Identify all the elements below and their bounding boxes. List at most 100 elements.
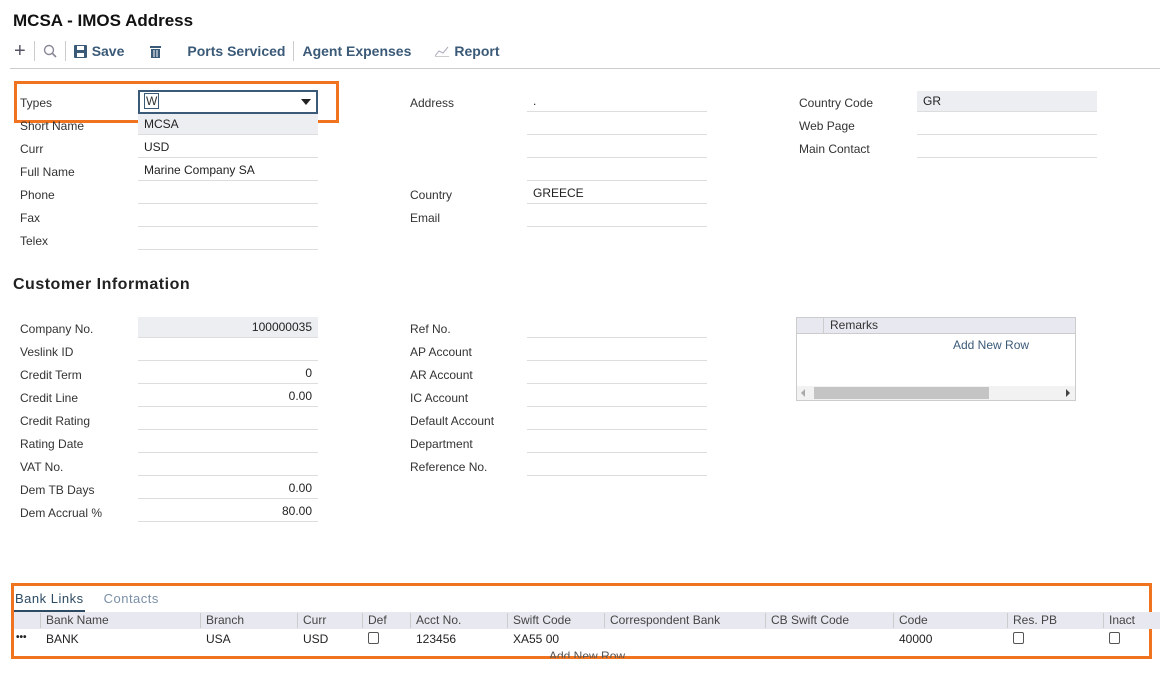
country-field[interactable]: GREECE <box>527 183 707 204</box>
divider <box>293 41 295 61</box>
main-contact-label: Main Contact <box>799 142 870 156</box>
column-header[interactable]: Res. PB <box>1007 613 1057 628</box>
credit-term-field[interactable]: 0 <box>138 363 318 384</box>
divider <box>10 68 1160 69</box>
column-header[interactable]: Branch <box>200 613 244 628</box>
short-name-label: Short Name <box>20 119 85 133</box>
delete-button[interactable] <box>150 45 162 58</box>
bank-table-header <box>14 612 1160 629</box>
rating-date-label: Rating Date <box>20 437 84 451</box>
remarks-grid: Remarks Add New Row <box>796 317 1076 401</box>
row-menu-button[interactable]: ••• <box>16 632 27 643</box>
tab-bank-links[interactable]: Bank Links <box>14 590 85 613</box>
short-name-field[interactable]: MCSA <box>138 114 318 135</box>
scrollbar-thumb[interactable] <box>814 387 989 399</box>
horizontal-scrollbar[interactable] <box>797 386 1075 400</box>
toolbar: + Save Ports Serviced Agent Expenses Rep… <box>14 40 500 62</box>
address-label: Address <box>410 96 455 110</box>
column-header[interactable]: Swift Code <box>507 613 571 628</box>
column-header[interactable]: Code <box>893 613 928 628</box>
dem-accrual-field[interactable]: 80.00 <box>138 501 318 522</box>
curr-cell[interactable]: USD <box>303 632 329 646</box>
curr-field[interactable]: USD <box>138 137 318 158</box>
veslink-id-label: Veslink ID <box>20 345 74 359</box>
dem-accrual-label: Dem Accrual % <box>20 506 103 520</box>
agent-expenses-button[interactable]: Agent Expenses <box>302 43 412 59</box>
scroll-right-icon[interactable] <box>1066 389 1070 397</box>
dem-tb-days-field[interactable]: 0.00 <box>138 478 318 499</box>
search-icon <box>43 44 57 58</box>
department-label: Department <box>410 437 473 451</box>
ref-no-field[interactable] <box>527 317 707 338</box>
address-line-4[interactable] <box>527 160 707 181</box>
column-header[interactable]: CB Swift Code <box>765 613 849 628</box>
column-header[interactable]: Curr <box>297 613 326 628</box>
ports-serviced-button[interactable]: Ports Serviced <box>187 43 286 59</box>
credit-line-field[interactable]: 0.00 <box>138 386 318 407</box>
veslink-id-field[interactable] <box>138 340 318 361</box>
vat-no-field[interactable] <box>138 455 318 476</box>
column-header[interactable]: Correspondent Bank <box>604 613 720 628</box>
remarks-header: Remarks <box>823 318 878 334</box>
ic-account-field[interactable] <box>527 386 707 407</box>
ar-account-field[interactable] <box>527 363 707 384</box>
branch-cell[interactable]: USA <box>206 632 231 646</box>
column-header[interactable]: Def <box>362 613 387 628</box>
default-account-field[interactable] <box>527 409 707 430</box>
scroll-left-icon[interactable] <box>801 389 805 397</box>
types-select[interactable]: W <box>138 90 318 114</box>
inact-checkbox[interactable] <box>1109 632 1120 647</box>
column-header[interactable]: Bank Name <box>40 613 109 628</box>
bank_name-cell[interactable]: BANK <box>46 632 79 646</box>
country-label: Country <box>410 188 453 202</box>
phone-field[interactable] <box>138 183 318 204</box>
report-button[interactable]: Report <box>435 43 500 59</box>
res_pb-checkbox[interactable] <box>1013 632 1024 647</box>
credit-term-label: Credit Term <box>20 368 82 382</box>
chart-icon <box>435 46 450 57</box>
reference-no-field[interactable] <box>527 455 707 476</box>
curr-label: Curr <box>20 142 44 156</box>
bank-add-row[interactable]: Add New Row <box>549 650 626 658</box>
save-icon <box>73 44 87 58</box>
telex-field[interactable] <box>138 229 318 250</box>
address-line-3[interactable] <box>527 137 707 158</box>
plus-icon: + <box>14 39 26 62</box>
def-checkbox[interactable] <box>368 632 379 647</box>
credit-rating-label: Credit Rating <box>20 414 91 428</box>
email-field[interactable] <box>527 206 707 227</box>
search-button[interactable] <box>43 44 57 58</box>
country-code-field[interactable]: GR <box>917 91 1097 112</box>
ar-account-label: AR Account <box>410 368 473 382</box>
full-name-label: Full Name <box>20 165 75 179</box>
save-button[interactable]: Save <box>73 43 124 59</box>
divider <box>64 41 66 61</box>
default-account-label: Default Account <box>410 414 495 428</box>
full-name-field[interactable]: Marine Company SA <box>138 160 318 181</box>
credit-rating-field[interactable] <box>138 409 318 430</box>
rating-date-field[interactable] <box>138 432 318 453</box>
department-field[interactable] <box>527 432 707 453</box>
tab-contacts[interactable]: Contacts <box>103 591 159 606</box>
swift-cell[interactable]: XA55 00 <box>513 632 560 646</box>
company-no-field[interactable]: 100000035 <box>138 317 318 338</box>
code-cell[interactable]: 40000 <box>899 632 933 646</box>
ap-account-field[interactable] <box>527 340 707 361</box>
address-line-2[interactable] <box>527 114 707 135</box>
web-page-field[interactable] <box>917 114 1097 135</box>
column-header[interactable]: Inact <box>1103 613 1135 628</box>
main-contact-field[interactable] <box>917 137 1097 158</box>
address-line-1[interactable]: . <box>527 91 707 112</box>
fax-label: Fax <box>20 211 41 225</box>
acct-cell[interactable]: 123456 <box>416 632 457 646</box>
web-page-label: Web Page <box>799 119 855 133</box>
types-label: Types <box>20 96 53 110</box>
remarks-add-row[interactable]: Add New Row <box>953 338 1030 352</box>
credit-line-label: Credit Line <box>20 391 79 405</box>
page-title: MCSA - IMOS Address <box>13 11 194 30</box>
ref-no-label: Ref No. <box>410 322 451 336</box>
add-button[interactable]: + <box>14 40 26 63</box>
fax-field[interactable] <box>138 206 318 227</box>
column-header[interactable]: Acct No. <box>410 613 461 628</box>
vat-no-label: VAT No. <box>20 460 64 474</box>
